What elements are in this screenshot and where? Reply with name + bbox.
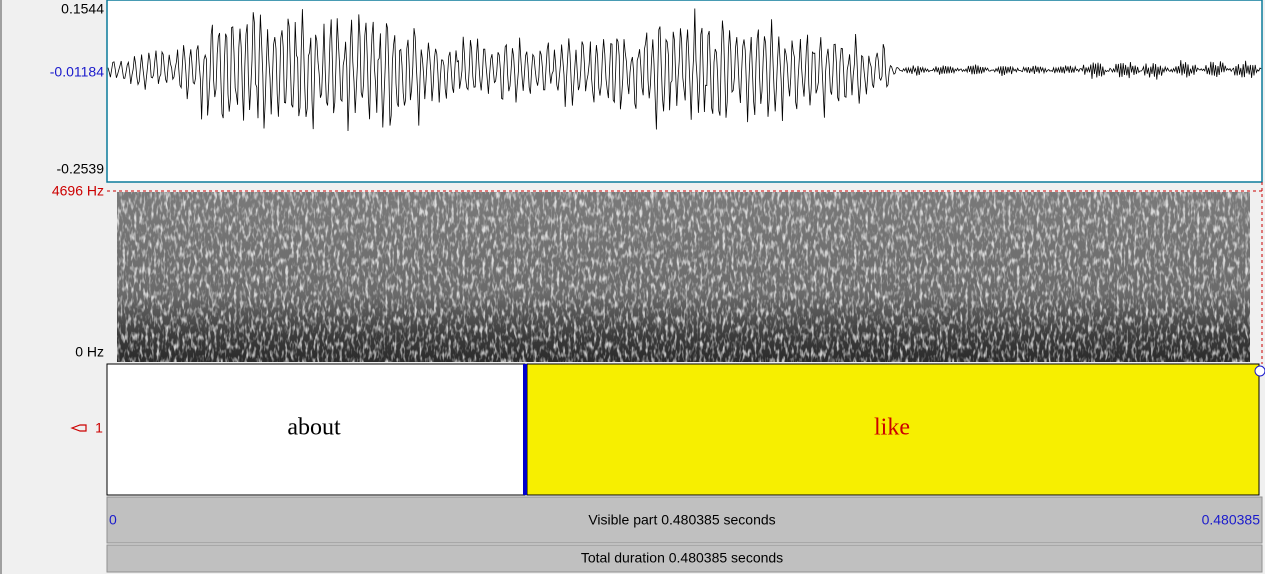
total-duration-bar[interactable] bbox=[106, 544, 1263, 573]
spectrogram-texture bbox=[117, 192, 1250, 362]
waveform bbox=[107, 8, 1262, 132]
visible-start: 0 bbox=[109, 512, 117, 528]
spectrogram-bottom-label: 0 Hz bbox=[75, 344, 104, 360]
waveform-min-label: -0.2539 bbox=[57, 161, 105, 177]
interval-label: about bbox=[287, 415, 341, 441]
waveform-mid-label: -0.01184 bbox=[50, 64, 104, 80]
waveform-max-label: 0.1544 bbox=[61, 1, 104, 17]
tier-number[interactable]: 1 bbox=[95, 420, 103, 436]
boundary-handle[interactable] bbox=[1254, 365, 1265, 377]
left-edge bbox=[0, 0, 2, 574]
total-duration: Total duration 0.480385 seconds bbox=[581, 550, 783, 566]
visible-part: Visible part 0.480385 seconds bbox=[588, 512, 775, 528]
interval-about[interactable] bbox=[106, 363, 526, 496]
boundary[interactable] bbox=[523, 364, 527, 495]
visible-end: 0.480385 bbox=[1202, 512, 1261, 528]
interval-like[interactable] bbox=[526, 363, 1260, 496]
interval-label: like bbox=[874, 415, 910, 441]
visible-part-bar[interactable] bbox=[106, 496, 1263, 544]
spectrogram-top-label: 4696 Hz bbox=[52, 183, 104, 199]
tier-pointer-icon bbox=[70, 424, 87, 432]
